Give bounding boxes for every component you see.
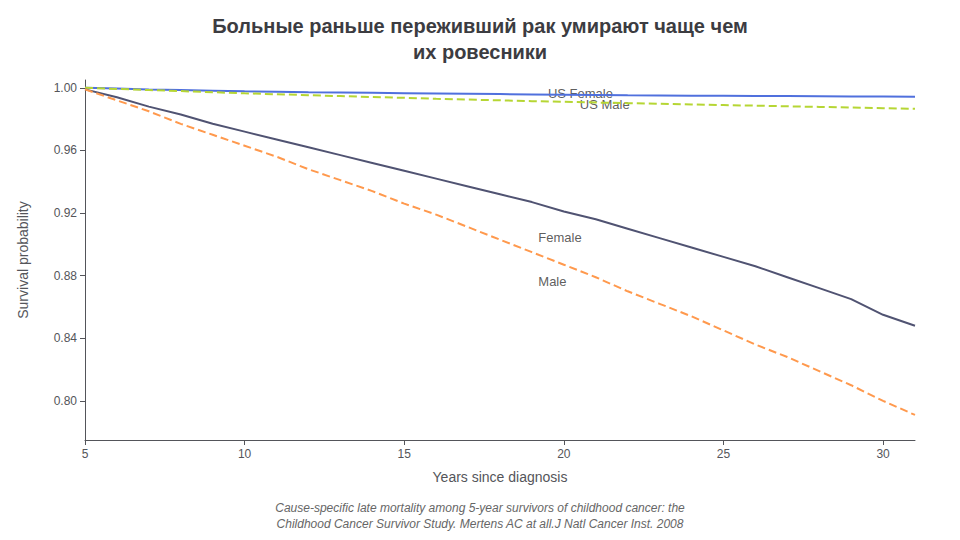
svg-text:0.84: 0.84: [54, 331, 78, 345]
svg-text:US Male: US Male: [580, 97, 630, 112]
svg-text:1.00: 1.00: [54, 81, 78, 95]
svg-text:25: 25: [717, 447, 731, 461]
svg-text:30: 30: [876, 447, 890, 461]
svg-text:Survival probability: Survival probability: [15, 201, 31, 319]
svg-text:Cause-specific late mortality: Cause-specific late mortality among 5-ye…: [275, 501, 685, 515]
svg-text:0.80: 0.80: [54, 394, 78, 408]
svg-text:Childhood Cancer Survivor Stud: Childhood Cancer Survivor Study. Mertens…: [277, 517, 684, 531]
svg-text:Female: Female: [538, 230, 581, 245]
svg-text:0.92: 0.92: [54, 206, 78, 220]
svg-text:20: 20: [557, 447, 571, 461]
svg-text:Male: Male: [538, 274, 566, 289]
svg-text:5: 5: [82, 447, 89, 461]
svg-text:0.88: 0.88: [54, 269, 78, 283]
svg-text:Больные раньше переживший рак: Больные раньше переживший рак умирают ча…: [212, 15, 748, 37]
svg-text:US Female: US Female: [547, 85, 613, 101]
svg-text:15: 15: [398, 447, 412, 461]
svg-text:0.96: 0.96: [54, 143, 78, 157]
svg-text:их ровесники: их ровесники: [413, 41, 547, 63]
svg-text:Years since diagnosis: Years since diagnosis: [433, 469, 568, 485]
svg-text:10: 10: [238, 447, 252, 461]
